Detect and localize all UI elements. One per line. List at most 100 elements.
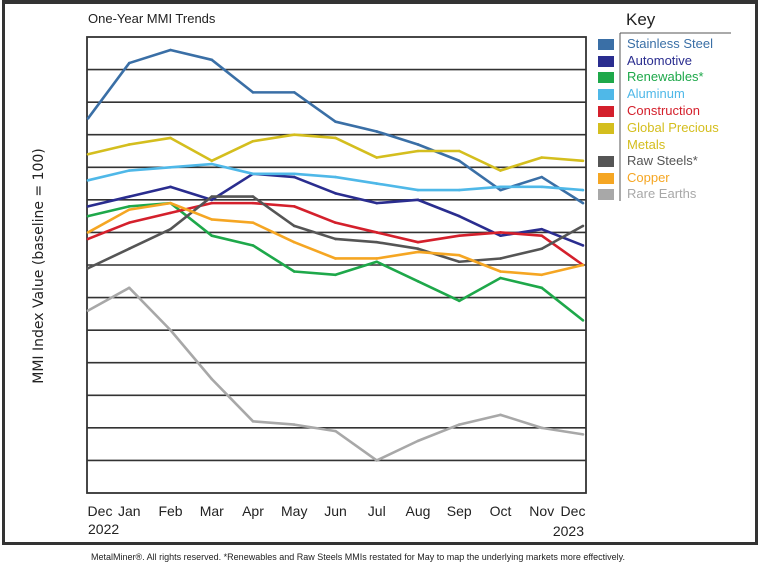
x-tick-label: Oct [490,503,512,519]
data-point [127,286,131,290]
footer-note: MetalMiner®. All rights reserved. *Renew… [91,552,626,562]
data-point [416,247,420,251]
data-point [86,179,90,182]
data-point [292,91,296,94]
legend-title: Key [626,10,656,29]
data-point [210,198,214,202]
data-point [540,156,544,159]
data-point [210,162,214,166]
data-point [375,459,379,462]
data-point [581,159,585,163]
data-point [251,244,255,247]
x-tick-label: Jan [118,503,141,519]
data-point [334,136,337,140]
data-point [457,260,461,264]
x-tick-label: Aug [406,503,431,519]
x-tick-label: Mar [200,503,224,519]
data-point [540,273,544,277]
series-line-automotive [87,172,584,247]
data-point [210,377,214,381]
y-axis-label: MMI Index Value (baseline = 100) [31,148,47,384]
data-point [416,279,420,283]
data-point [334,257,337,260]
data-point [251,420,255,423]
x-tick-label: Dec [88,503,113,519]
data-point [251,221,255,224]
data-point [127,221,131,224]
data-point [416,439,420,443]
legend-swatch [598,105,614,117]
data-point [499,413,502,417]
data-point [334,237,337,241]
data-point [457,159,461,163]
data-point [499,276,502,280]
data-point [127,205,131,208]
data-point [86,237,90,241]
data-point [540,227,544,231]
data-point [581,201,585,205]
data-point [334,175,337,179]
data-point [86,231,90,234]
data-point [375,182,379,185]
legend-label: Metals [627,136,666,152]
data-point [292,133,296,137]
data-point [127,247,131,251]
data-point [457,188,461,192]
legend-swatch [598,39,614,50]
data-point [86,152,90,156]
data-point [251,201,255,205]
data-point [169,48,172,52]
data-point [499,188,502,192]
data-point [127,143,131,146]
chart-frame [2,0,758,545]
legend-label: Stainless Steel [627,36,713,51]
data-point [86,214,90,218]
series-line-global-precious-metals [87,133,584,172]
data-point [375,201,379,205]
data-point [86,205,90,208]
data-point [210,218,214,221]
legend-label: Aluminum [627,86,685,102]
data-point [416,149,420,153]
data-point [581,319,585,322]
data-point [292,175,296,179]
data-point [251,91,255,94]
plot-area [86,36,587,494]
series-line-stainless-steel [86,48,584,205]
data-point [540,175,544,179]
data-point [169,227,172,231]
legend-swatch [598,172,614,184]
data-point [416,250,420,254]
data-point [416,198,420,202]
data-point [416,188,420,192]
x-tick-label: Feb [158,503,182,519]
data-point [540,234,544,237]
data-point [210,234,214,237]
legend-label: Global Precious [627,119,719,135]
x-tick-label: Apr [242,503,264,519]
data-point [169,165,172,169]
data-point [581,224,585,228]
data-point [499,231,502,234]
data-point [457,423,461,426]
legend-swatch [598,89,614,101]
data-point [169,328,172,332]
data-point [540,247,544,251]
data-point [581,263,585,267]
data-point [375,231,379,234]
data-point [375,240,379,244]
data-point [169,185,172,189]
legend-label: Renewables* [627,69,704,85]
data-point [292,270,296,273]
data-point [334,221,337,224]
legend-swatch [598,72,614,84]
data-point [457,253,461,257]
legend-swatch [598,155,614,167]
data-point [210,58,214,62]
data-point [499,234,502,237]
data-point [457,214,461,218]
data-point [86,266,90,270]
data-point [375,257,379,260]
data-point [457,299,461,303]
legend-label: Copper [627,169,670,185]
